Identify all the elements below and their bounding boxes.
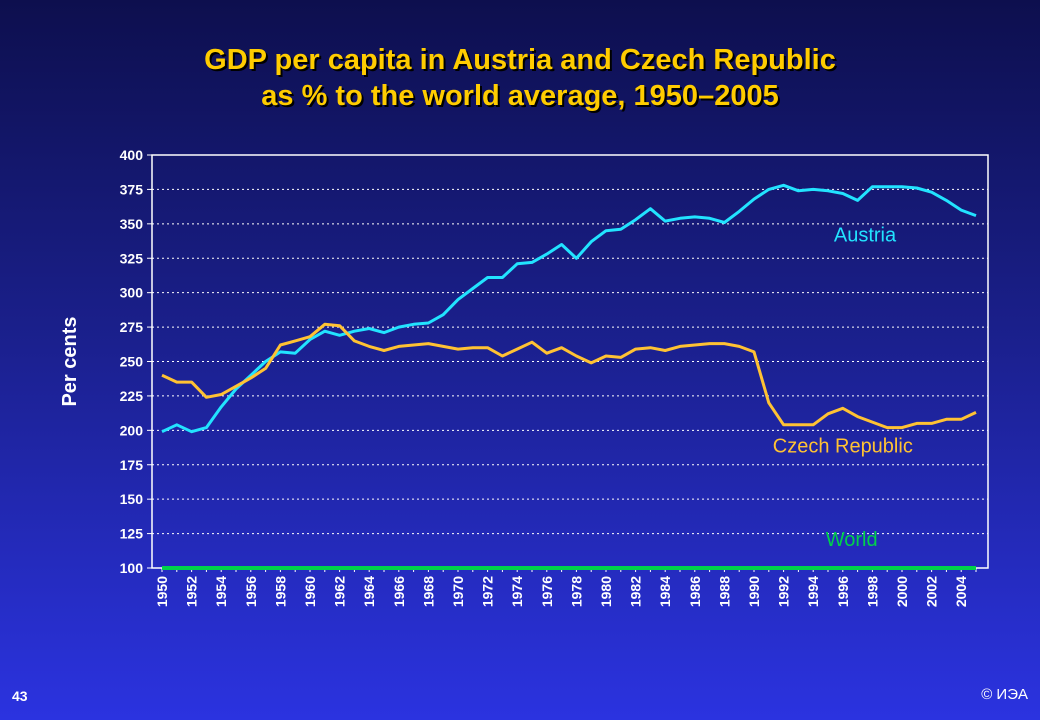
series-label-czech-republic: Czech Republic <box>773 435 913 457</box>
copyright-notice: © ИЭА <box>981 686 1028 703</box>
series-label-austria: Austria <box>834 225 897 247</box>
x-tick-label: 1968 <box>420 576 436 607</box>
x-tick-label: 1978 <box>568 576 584 607</box>
y-tick-label: 100 <box>120 560 144 576</box>
x-tick-label: 1958 <box>272 576 288 607</box>
x-tick-label: 1984 <box>657 576 673 607</box>
x-tick-label: 1992 <box>776 576 792 607</box>
series-label-world: World <box>826 529 878 551</box>
x-tick-label: 1966 <box>391 576 407 607</box>
y-tick-label: 250 <box>120 354 144 370</box>
x-tick-label: 1980 <box>598 576 614 607</box>
x-tick-label: 1998 <box>864 576 880 607</box>
series-line-austria <box>161 183 977 434</box>
x-tick-label: 1994 <box>805 576 821 607</box>
x-tick-label: 1996 <box>835 576 851 607</box>
x-tick-label: 1952 <box>184 576 200 607</box>
x-tick-label: 2002 <box>924 576 940 607</box>
x-tick-label: 1972 <box>480 576 496 607</box>
y-tick-label: 175 <box>120 457 144 473</box>
y-tick-label: 225 <box>120 388 144 404</box>
x-tick-label: 1964 <box>361 576 377 607</box>
x-tick-label: 1962 <box>332 576 348 607</box>
y-tick-label: 200 <box>120 422 144 438</box>
x-tick-label: 1960 <box>302 576 318 607</box>
y-tick-label: 150 <box>120 491 144 507</box>
y-tick-label: 400 <box>120 147 144 163</box>
x-tick-label: 1974 <box>509 576 525 607</box>
y-tick-label: 375 <box>120 181 144 197</box>
x-tick-label: 1976 <box>539 576 555 607</box>
y-tick-label: 350 <box>120 216 144 232</box>
x-tick-label: 1986 <box>687 576 703 607</box>
x-tick-label: 1956 <box>243 576 259 607</box>
x-tick-label: 1954 <box>213 576 229 607</box>
slide-number: 43 <box>12 688 28 704</box>
title-line-2: as % to the world average, 1950–2005 <box>261 80 779 112</box>
y-tick-label: 300 <box>120 285 144 301</box>
series-line-czech-republic <box>161 322 977 430</box>
y-tick-label: 275 <box>120 319 144 335</box>
x-tick-label: 2004 <box>953 576 969 607</box>
x-tick-label: 2000 <box>894 576 910 607</box>
y-tick-label: 125 <box>120 526 144 542</box>
x-tick-label: 1950 <box>154 576 170 607</box>
x-tick-label: 1990 <box>746 576 762 607</box>
x-tick-label: 1988 <box>716 576 732 607</box>
y-axis-title: Per cents <box>59 316 81 406</box>
y-tick-label: 325 <box>120 250 144 266</box>
x-tick-label: 1970 <box>450 576 466 607</box>
x-tick-label: 1982 <box>628 576 644 607</box>
title-line-1: GDP per capita in Austria and Czech Repu… <box>204 44 836 76</box>
slide-title: GDP per capita in Austria and Czech Repu… <box>0 42 1040 114</box>
